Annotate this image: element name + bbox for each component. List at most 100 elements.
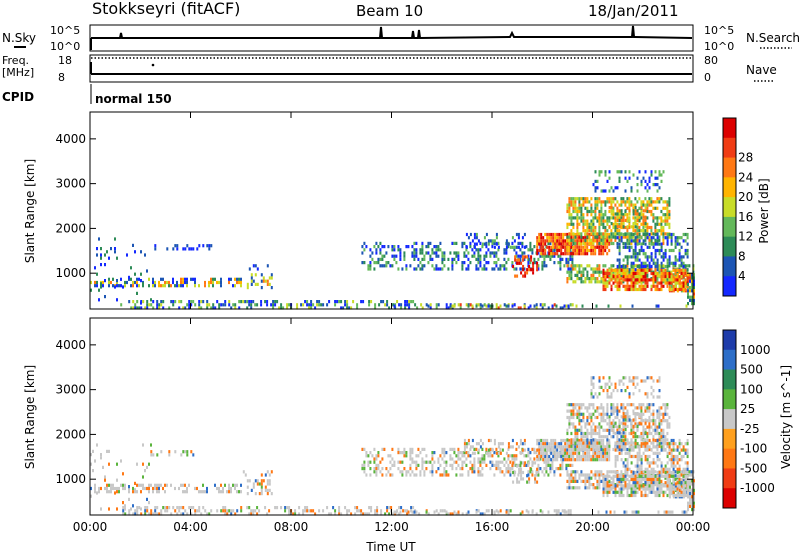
heatmap-cell — [634, 229, 637, 233]
heatmap-cell — [558, 245, 561, 249]
heatmap-cell — [602, 213, 605, 217]
heatmap-cell — [527, 463, 530, 467]
heatmap-cell — [544, 232, 547, 237]
heatmap-cell — [354, 512, 357, 516]
heatmap-cell — [240, 300, 243, 304]
heatmap-cell — [664, 442, 667, 446]
heatmap-cell — [693, 286, 695, 290]
heatmap-cell — [674, 271, 677, 276]
heatmap-cell — [622, 447, 625, 452]
heatmap-cell — [600, 447, 603, 452]
heatmap-cell — [441, 509, 444, 513]
heatmap-cell — [640, 486, 643, 490]
heatmap-cell — [666, 222, 669, 226]
heatmap-cell — [626, 487, 629, 491]
heatmap-cell — [620, 232, 623, 236]
heatmap-cell — [110, 486, 112, 491]
heatmap-cell — [451, 257, 454, 261]
heatmap-cell — [549, 463, 552, 467]
heatmap-cell — [608, 428, 611, 432]
heatmap-cell — [584, 458, 587, 462]
heatmap-cell — [646, 264, 649, 268]
heatmap-cell — [616, 200, 619, 204]
heatmap-cell — [644, 421, 647, 425]
heatmap-cell — [646, 189, 649, 193]
heatmap-cell — [487, 242, 490, 246]
heatmap-cell — [356, 509, 359, 513]
heatmap-cell — [650, 490, 653, 494]
heatmap-cell — [124, 486, 126, 491]
heatmap-cell — [550, 448, 553, 452]
heatmap-cell — [642, 239, 645, 243]
heatmap-cell — [612, 484, 615, 488]
heatmap-cell — [495, 447, 498, 451]
heatmap-cell — [644, 490, 647, 494]
heatmap-cell — [654, 206, 657, 210]
heatmap-cell — [664, 490, 667, 494]
heatmap-cell — [578, 445, 581, 449]
heatmap-cell — [379, 251, 382, 255]
heatmap-cell — [433, 451, 436, 455]
heatmap-cell — [656, 425, 659, 429]
heatmap-cell — [648, 245, 651, 249]
heatmap-cell — [306, 509, 309, 513]
heatmap-cell — [570, 252, 573, 256]
heatmap-cell — [644, 225, 647, 229]
heatmap-cell — [646, 278, 649, 282]
heatmap-cell — [156, 306, 159, 310]
heatmap-cell — [678, 493, 681, 498]
heatmap-cell — [126, 253, 128, 257]
heatmap-cell — [604, 264, 607, 268]
heatmap-cell — [668, 470, 671, 475]
heatmap-cell — [441, 267, 444, 271]
heatmap-cell — [571, 463, 574, 467]
heatmap-cell — [576, 197, 579, 201]
heatmap-cell — [427, 304, 430, 308]
heatmap-cell — [644, 206, 647, 210]
heatmap-cell — [676, 268, 679, 272]
heatmap-cell — [481, 447, 484, 451]
heatmap-cell — [610, 382, 613, 386]
heatmap-cell — [598, 435, 601, 439]
heatmap-cell — [586, 441, 589, 445]
heatmap-cell — [662, 200, 665, 204]
heatmap-cell — [604, 458, 607, 462]
heatmap-cell — [608, 444, 611, 448]
heatmap-cell — [626, 197, 629, 201]
heatmap-cell — [652, 258, 655, 262]
heatmap-cell — [682, 261, 685, 265]
heatmap-cell — [624, 422, 627, 426]
heatmap-cell — [348, 306, 351, 310]
heatmap-cell — [445, 463, 448, 467]
heatmap-cell — [604, 477, 607, 482]
heatmap-cell — [505, 451, 508, 455]
heatmap-cell — [479, 261, 482, 265]
heatmap-cell — [100, 256, 102, 260]
heatmap-cell — [505, 467, 508, 471]
heatmap-cell — [590, 241, 593, 246]
heatmap-cell — [612, 486, 615, 490]
heatmap-cell — [541, 303, 544, 307]
heatmap-cell — [580, 403, 583, 407]
heatmap-cell — [379, 248, 382, 252]
heatmap-cell — [507, 447, 510, 451]
heatmap-cell — [156, 483, 158, 487]
heatmap-cell — [536, 448, 539, 452]
heatmap-cell — [668, 286, 671, 290]
heatmap-cell — [660, 487, 663, 491]
heatmap-cell — [542, 242, 545, 246]
heatmap-cell — [674, 485, 677, 489]
heatmap-cell — [391, 264, 394, 268]
heatmap-cell — [509, 460, 512, 464]
heatmap-cell — [646, 255, 649, 259]
heatmap-cell — [610, 206, 613, 210]
heatmap-cell — [616, 445, 619, 449]
heatmap-cell — [451, 264, 454, 268]
heatmap-cell — [662, 403, 665, 407]
heatmap-cell — [96, 253, 98, 257]
nsky-bottom-label: 10^0 — [50, 40, 80, 53]
heatmap-cell — [654, 481, 657, 485]
heatmap-cell — [672, 474, 675, 478]
heatmap-cell — [654, 268, 657, 272]
heatmap-cell — [346, 509, 349, 513]
